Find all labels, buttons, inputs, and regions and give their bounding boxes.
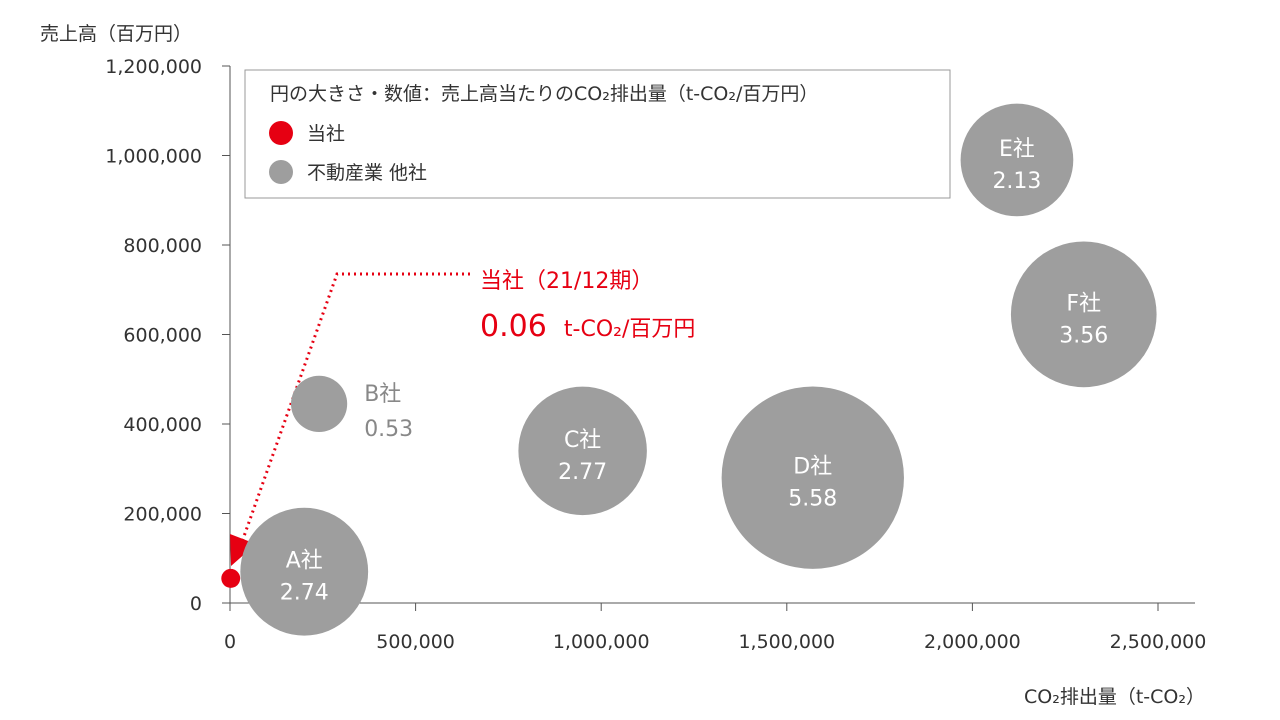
legend-marker-others — [269, 160, 293, 184]
bubble-value-label: 2.13 — [992, 169, 1041, 194]
x-ticks: 0 500,000 1,000,000 1,500,000 2,000,000 2,500… — [224, 603, 1206, 653]
legend-title: 円の大きさ・数値：売上高当たりのCO₂排出量（t-CO₂/百万円） — [270, 83, 818, 105]
y-tick-label: 1,000,000 — [105, 146, 202, 168]
bubble-company-label: D社 — [793, 455, 832, 480]
y-tick-label: 600,000 — [123, 325, 202, 347]
x-tick-label: 1,500,000 — [738, 631, 835, 653]
bubble — [290, 375, 348, 432]
y-tick-label: 800,000 — [123, 235, 202, 257]
y-tick-label: 400,000 — [123, 414, 202, 436]
x-tick-label: 1,000,000 — [553, 631, 650, 653]
callout-unit: t-CO₂/百万円 — [564, 317, 695, 342]
bubble — [721, 386, 904, 569]
y-tick-label: 200,000 — [123, 504, 202, 526]
x-axis-title: CO₂排出量（t-CO₂） — [1024, 686, 1205, 708]
bubble — [518, 386, 647, 516]
callout-value-line: 0.06 t-CO₂/百万円 — [480, 309, 695, 344]
bubble-value-label: 0.53 — [364, 417, 413, 442]
y-tick-label: 0 — [190, 593, 202, 615]
bubble-company-label: A社 — [286, 549, 323, 574]
bubble — [1010, 241, 1157, 388]
bubble-company-label: F社 — [1066, 291, 1101, 316]
bubble-value-label: 2.74 — [280, 581, 329, 606]
legend-label-others: 不動産業 他社 — [307, 162, 427, 184]
x-tick-label: 2,000,000 — [924, 631, 1021, 653]
bubble — [960, 103, 1074, 217]
legend-marker-own — [269, 121, 293, 145]
bubbles: A社 2.74 B社 0.53 C社 2.77 D社 5.58 E社 2.13 F社 3.56 — [221, 103, 1157, 636]
callout-title: 当社（21/12期） — [480, 269, 653, 294]
bubble — [240, 507, 369, 636]
callout-value: 0.06 — [480, 309, 547, 344]
x-tick-label: 2,500,000 — [1110, 631, 1207, 653]
callout: 当社（21/12期） 0.06 t-CO₂/百万円 — [230, 269, 695, 566]
bubble — [221, 568, 241, 588]
callout-leader-line — [235, 272, 470, 557]
x-tick-label: 500,000 — [376, 631, 455, 653]
y-axis-title: 売上高（百万円） — [40, 23, 192, 45]
bubble-company-label: E社 — [999, 137, 1035, 162]
x-tick-label: 0 — [224, 631, 236, 653]
bubble-company-label: C社 — [564, 428, 601, 453]
legend-label-own: 当社 — [307, 123, 345, 145]
y-ticks: 0 200,000 400,000 600,000 800,000 1,000,000 1,… — [105, 56, 230, 615]
bubble-company-label: B社 — [364, 382, 401, 407]
bubble-value-label: 3.56 — [1059, 323, 1108, 348]
y-tick-label: 1,200,000 — [105, 56, 202, 78]
legend: 円の大きさ・数値：売上高当たりのCO₂排出量（t-CO₂/百万円） 当社 不動産… — [244, 69, 951, 199]
bubble-value-label: 2.77 — [558, 460, 607, 485]
legend-box — [244, 69, 951, 199]
bubble-value-label: 5.58 — [788, 487, 837, 512]
